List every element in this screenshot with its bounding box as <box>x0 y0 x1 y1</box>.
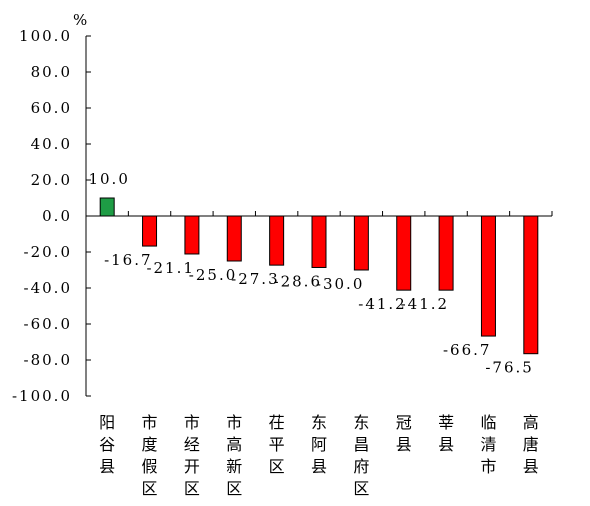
bar <box>480 215 496 337</box>
data-label: -41.2 <box>358 295 406 313</box>
category-label: 莘县 <box>438 413 454 454</box>
bar <box>142 215 158 247</box>
category-label: 市度假区 <box>142 413 158 498</box>
data-label: -27.3 <box>231 270 279 288</box>
data-label: -76.5 <box>485 359 533 377</box>
y-tick-label: 20.0 <box>31 171 72 189</box>
data-label: 10.0 <box>88 170 129 188</box>
y-tick-label: -60.0 <box>24 315 72 333</box>
bar <box>226 215 242 262</box>
data-label: -25.0 <box>189 266 237 284</box>
category-label: 东阿县 <box>311 413 327 476</box>
category-label: 高唐县 <box>523 413 539 476</box>
y-tick-label: 100.0 <box>19 27 72 45</box>
data-label: -66.7 <box>443 341 491 359</box>
y-axis-unit: % <box>73 11 87 29</box>
data-labels: 10.0-16.7-21.1-25.0-27.3-28.6-30.0-41.2-… <box>88 170 533 377</box>
y-tick-label: -20.0 <box>24 243 72 261</box>
bar <box>184 215 200 255</box>
category-label: 阳谷县 <box>99 413 115 476</box>
data-label: -21.1 <box>146 259 194 277</box>
y-tick-label: -40.0 <box>24 279 72 297</box>
y-tick-label: -100.0 <box>12 387 72 405</box>
bar <box>523 215 539 355</box>
y-tick-label: 40.0 <box>31 135 72 153</box>
data-label: -28.6 <box>274 272 322 290</box>
bars <box>99 197 539 355</box>
bar <box>269 215 285 266</box>
bar <box>311 215 327 268</box>
y-tick-label: 60.0 <box>31 99 72 117</box>
bar <box>99 197 115 217</box>
bar <box>438 215 454 291</box>
y-tick-label: -80.0 <box>24 351 72 369</box>
data-label: -16.7 <box>104 251 152 269</box>
bar <box>353 215 369 271</box>
data-label: -30.0 <box>316 275 364 293</box>
bar <box>396 215 412 291</box>
y-axis-ticks: 100.0 80.0 60.0 40.0 20.0 0.0 -20.0 -40.0 -60.0 -… <box>12 27 91 405</box>
category-label: 冠县 <box>396 413 412 454</box>
category-label: 临清市 <box>480 413 496 476</box>
y-tick-label: 80.0 <box>31 63 72 81</box>
category-label: 茌平区 <box>269 413 285 476</box>
data-label: -41.2 <box>401 295 449 313</box>
category-label: 市经开区 <box>184 413 200 498</box>
category-label: 市高新区 <box>226 413 242 498</box>
category-label: 东昌府区 <box>353 413 369 498</box>
y-tick-label: 0.0 <box>42 207 72 225</box>
